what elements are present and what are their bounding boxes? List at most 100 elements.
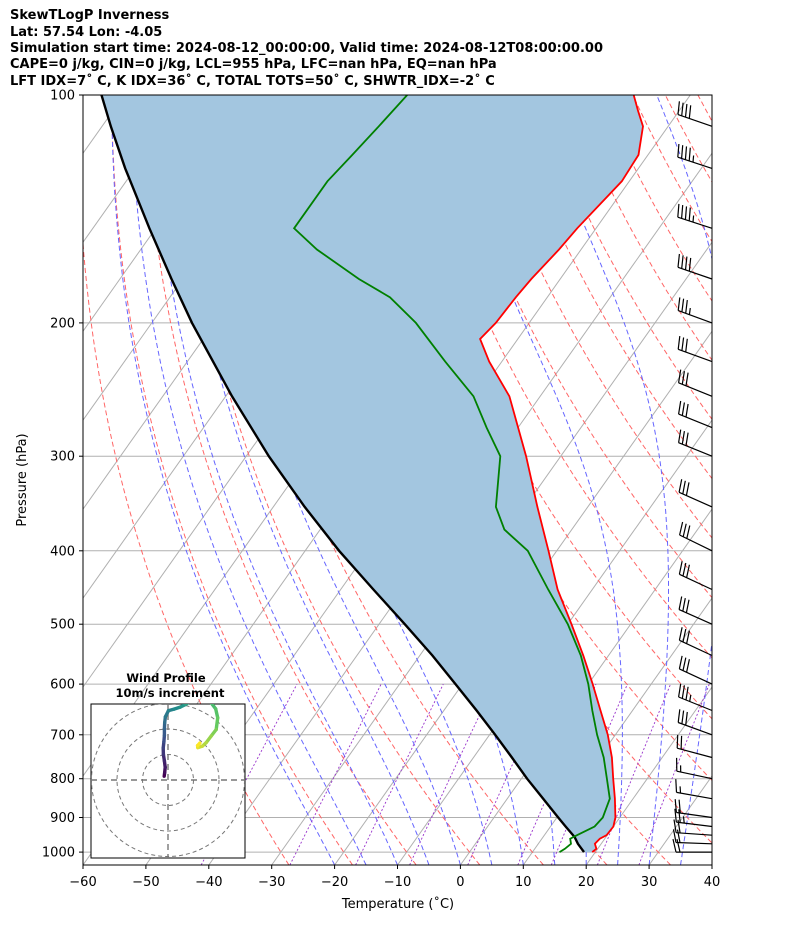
barb-full [676, 829, 681, 843]
barb-staff [677, 216, 713, 229]
barb-staff [679, 668, 713, 685]
barb-full [685, 300, 688, 314]
x-tick-label: 40 [704, 875, 721, 890]
wind-barb [678, 683, 713, 712]
temperature-profile-line [479, 95, 644, 853]
barb-full [684, 256, 688, 270]
x-tick-label: −10 [384, 875, 411, 890]
wind-barb [678, 369, 713, 397]
dry-adiabat [534, 95, 712, 421]
isotherm [271, 241, 712, 865]
barb-half [689, 694, 692, 702]
barb-staff [677, 721, 713, 736]
barb-full [685, 372, 689, 386]
mixing-ratio-line [409, 683, 495, 865]
barb-full [681, 255, 684, 269]
cin-shading [101, 95, 643, 853]
wind-barb [672, 829, 713, 845]
barb-full [672, 829, 677, 843]
barb-staff [677, 114, 713, 127]
x-tick-label: −50 [132, 875, 159, 890]
barb-full [681, 298, 685, 313]
wind-barb [677, 297, 713, 324]
y-tick-label: 600 [50, 678, 75, 693]
barb-half [688, 308, 691, 315]
barb-full [679, 521, 684, 536]
dry-adiabat [763, 95, 794, 865]
barb-full [681, 205, 684, 219]
barb-full [688, 105, 692, 119]
barb-staff [677, 156, 713, 169]
barb-full [681, 710, 685, 724]
wind-barb [675, 779, 713, 800]
wind-barb [674, 808, 713, 828]
barb-staff [678, 609, 713, 625]
barb-staff [677, 348, 713, 363]
barb-full [681, 102, 684, 116]
barb-full [686, 564, 690, 578]
cape-cin-shading [101, 95, 643, 853]
barb-staff [678, 442, 713, 457]
barb-full [677, 101, 680, 115]
isotherm [0, 95, 61, 865]
axes: Pressure (hPa) Temperature (˚C) −60 −50 −4… [15, 89, 720, 913]
barb-half [692, 155, 695, 163]
barb-staff [679, 534, 713, 552]
isotherm [522, 597, 712, 865]
hodograph-subtitle: 10m/s increment [116, 686, 225, 700]
wind-barb [677, 253, 713, 280]
barb-staff [676, 770, 713, 780]
wind-barb [676, 734, 713, 759]
barb-full [676, 734, 679, 749]
y-tick-label: 100 [50, 89, 75, 104]
barb-full [688, 257, 692, 272]
wind-barb [677, 336, 713, 363]
moist-adiabat [201, 95, 461, 865]
barb-full [677, 203, 680, 218]
barb-full [678, 655, 683, 670]
x-tick-label: −30 [258, 875, 285, 890]
y-tick-label: 700 [50, 728, 75, 743]
wind-barb [678, 596, 713, 625]
barb-half [682, 816, 685, 824]
wind-barb [678, 479, 713, 508]
barb-full [678, 561, 683, 575]
barb-full [685, 686, 689, 701]
barb-full [676, 838, 681, 853]
y-tick-label: 800 [50, 772, 75, 787]
barb-full [675, 779, 678, 793]
isotherm [397, 419, 712, 865]
barb-full [686, 630, 690, 644]
wind-barb [678, 655, 713, 685]
barb-full [678, 400, 682, 415]
isotherm [711, 864, 712, 865]
barb-full [677, 336, 681, 350]
barb-staff [676, 832, 713, 836]
barb-full [682, 597, 686, 612]
wind-barb [674, 799, 713, 819]
hodograph-segment [195, 741, 202, 748]
barb-full [682, 562, 687, 577]
barb-full [674, 799, 677, 813]
barb-full [672, 838, 677, 853]
y-tick-label: 500 [50, 618, 75, 633]
barb-staff [679, 639, 713, 657]
barb-full [678, 369, 682, 383]
barb-full [677, 297, 681, 311]
barb-full [677, 709, 681, 723]
y-tick-label: 200 [50, 316, 75, 331]
dewpoint-profile-line [292, 95, 611, 853]
barb-full [677, 143, 680, 158]
location-line: Lat: 57.54 Lon: -4.05 [10, 25, 163, 40]
barb-full [678, 429, 682, 443]
barb-full [688, 147, 691, 162]
mixing-ratio-line [638, 683, 710, 865]
wind-barb [677, 143, 713, 169]
dry-adiabat [599, 95, 712, 302]
barb-full [684, 146, 688, 160]
barb-staff [677, 266, 713, 280]
moist-adiabat [175, 95, 430, 865]
wind-barb [679, 521, 713, 552]
barb-full [678, 627, 683, 641]
dry-adiabat [83, 236, 290, 865]
